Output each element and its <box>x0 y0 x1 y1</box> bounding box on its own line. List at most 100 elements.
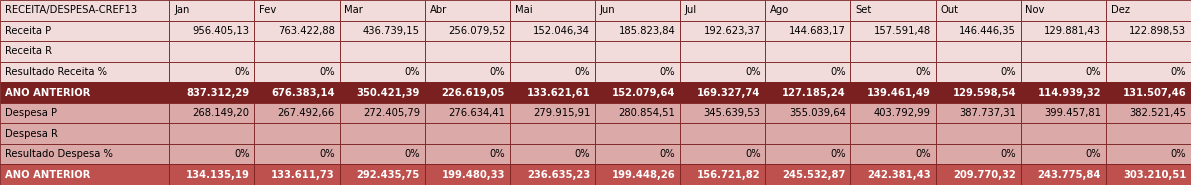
Bar <box>936 164 1021 185</box>
Text: 133.621,61: 133.621,61 <box>526 88 591 97</box>
Text: Nov: Nov <box>1025 5 1045 15</box>
Bar <box>850 144 936 164</box>
Bar <box>850 21 936 41</box>
Text: 169.327,74: 169.327,74 <box>697 88 761 97</box>
Text: Fev: Fev <box>260 5 276 15</box>
Text: 276.634,41: 276.634,41 <box>448 108 505 118</box>
Text: 0%: 0% <box>915 67 931 77</box>
Bar <box>850 41 936 62</box>
Bar <box>1021 123 1106 144</box>
Text: 0%: 0% <box>574 67 591 77</box>
Bar <box>339 123 425 144</box>
Text: 127.185,24: 127.185,24 <box>782 88 846 97</box>
Bar <box>1021 41 1106 62</box>
Bar <box>1106 0 1191 21</box>
Text: 345.639,53: 345.639,53 <box>704 108 761 118</box>
Text: Abr: Abr <box>430 5 447 15</box>
Bar <box>169 164 255 185</box>
Text: 129.881,43: 129.881,43 <box>1045 26 1102 36</box>
Bar <box>936 103 1021 123</box>
Text: 0%: 0% <box>1085 67 1102 77</box>
Bar <box>339 144 425 164</box>
Text: Despesa P: Despesa P <box>5 108 57 118</box>
Bar <box>766 82 850 103</box>
Bar <box>0 123 169 144</box>
Bar <box>510 103 596 123</box>
Bar <box>680 164 766 185</box>
Text: Dez: Dez <box>1111 5 1129 15</box>
Text: 436.739,15: 436.739,15 <box>363 26 420 36</box>
Bar <box>169 0 255 21</box>
Bar <box>255 62 339 82</box>
Bar <box>766 0 850 21</box>
Text: 272.405,79: 272.405,79 <box>363 108 420 118</box>
Bar <box>255 21 339 41</box>
Text: 157.591,48: 157.591,48 <box>874 26 931 36</box>
Text: 837.312,29: 837.312,29 <box>187 88 250 97</box>
Bar <box>936 82 1021 103</box>
Text: Mar: Mar <box>344 5 363 15</box>
Bar <box>169 41 255 62</box>
Bar <box>1106 164 1191 185</box>
Text: Receita R: Receita R <box>5 46 51 56</box>
Text: 185.823,84: 185.823,84 <box>618 26 675 36</box>
Bar <box>680 123 766 144</box>
Bar <box>680 62 766 82</box>
Text: 152.046,34: 152.046,34 <box>534 26 591 36</box>
Bar <box>850 0 936 21</box>
Bar <box>596 82 680 103</box>
Bar <box>596 0 680 21</box>
Text: 0%: 0% <box>574 149 591 159</box>
Text: 279.915,91: 279.915,91 <box>532 108 591 118</box>
Bar <box>1021 21 1106 41</box>
Bar <box>0 0 169 21</box>
Bar <box>1106 62 1191 82</box>
Bar <box>596 62 680 82</box>
Text: Resultado Despesa %: Resultado Despesa % <box>5 149 113 159</box>
Text: 144.683,17: 144.683,17 <box>788 26 846 36</box>
Text: Receita P: Receita P <box>5 26 51 36</box>
Bar <box>510 41 596 62</box>
Text: 139.461,49: 139.461,49 <box>867 88 931 97</box>
Bar <box>339 164 425 185</box>
Bar <box>339 41 425 62</box>
Bar <box>1021 0 1106 21</box>
Text: 0%: 0% <box>404 149 420 159</box>
Bar <box>169 82 255 103</box>
Bar <box>169 62 255 82</box>
Bar <box>510 0 596 21</box>
Bar <box>850 62 936 82</box>
Text: 0%: 0% <box>830 67 846 77</box>
Bar <box>596 164 680 185</box>
Bar <box>510 21 596 41</box>
Bar <box>510 82 596 103</box>
Bar <box>510 123 596 144</box>
Text: 199.480,33: 199.480,33 <box>442 170 505 180</box>
Text: 152.079,64: 152.079,64 <box>612 88 675 97</box>
Text: 134.135,19: 134.135,19 <box>186 170 250 180</box>
Bar <box>425 62 510 82</box>
Bar <box>936 21 1021 41</box>
Bar <box>1021 62 1106 82</box>
Bar <box>255 144 339 164</box>
Bar <box>510 62 596 82</box>
Bar <box>169 21 255 41</box>
Bar <box>1106 144 1191 164</box>
Bar <box>425 21 510 41</box>
Bar <box>1106 41 1191 62</box>
Bar <box>596 123 680 144</box>
Bar <box>596 103 680 123</box>
Text: 146.446,35: 146.446,35 <box>959 26 1016 36</box>
Bar <box>510 144 596 164</box>
Text: 0%: 0% <box>319 149 335 159</box>
Text: 0%: 0% <box>1171 149 1186 159</box>
Text: 256.079,52: 256.079,52 <box>448 26 505 36</box>
Text: 0%: 0% <box>915 149 931 159</box>
Text: 156.721,82: 156.721,82 <box>697 170 761 180</box>
Bar <box>339 103 425 123</box>
Text: 131.507,46: 131.507,46 <box>1122 88 1186 97</box>
Text: RECEITA/DESPESA-CREF13: RECEITA/DESPESA-CREF13 <box>5 5 137 15</box>
Text: 292.435,75: 292.435,75 <box>356 170 420 180</box>
Bar <box>255 103 339 123</box>
Bar <box>255 0 339 21</box>
